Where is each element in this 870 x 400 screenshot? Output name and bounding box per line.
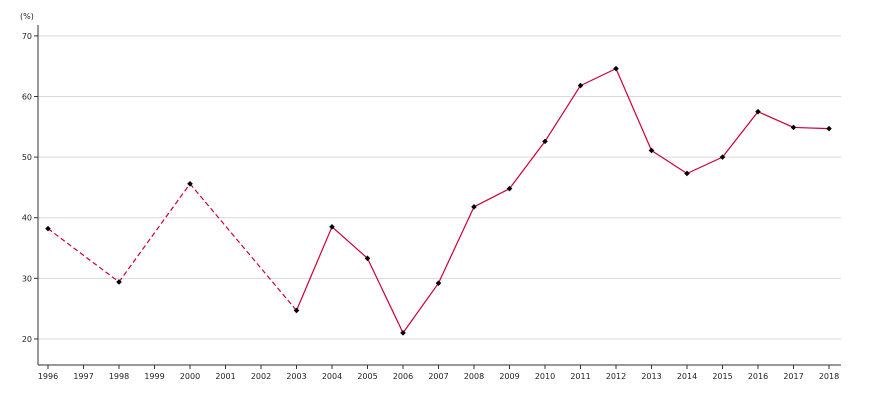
series-line (47, 68, 830, 334)
x-tick-label-2010: 2010 (535, 372, 555, 381)
line-segment-2009-2010 (509, 141, 546, 189)
line-segment-2006-2007 (402, 282, 439, 334)
y-tick-label-70: 70 (22, 32, 32, 41)
data-point-2018 (826, 125, 832, 132)
x-tick-label-2012: 2012 (606, 372, 626, 381)
x-tick-label-2013: 2013 (641, 372, 661, 381)
data-point-2005 (364, 255, 371, 262)
y-tick-label-20: 20 (22, 335, 32, 344)
y-tick-label-30: 30 (22, 274, 32, 283)
y-tick-label-60: 60 (22, 93, 32, 102)
line-segment-2014-2015 (686, 156, 723, 175)
data-point-2012 (613, 65, 619, 72)
line-segment-2003-2004 (295, 226, 333, 311)
x-tick-label-2011: 2011 (570, 372, 590, 381)
line-segment-1996-1998 (47, 228, 120, 283)
data-point-2006 (400, 330, 406, 336)
data-point-2010 (542, 138, 548, 145)
x-tick-label-2014: 2014 (677, 372, 697, 381)
data-point-2009 (506, 185, 513, 192)
x-tick-label-2006: 2006 (393, 372, 413, 381)
x-tick-label-2009: 2009 (499, 372, 519, 381)
axes (37, 25, 841, 366)
x-tick-label-2018: 2018 (819, 372, 839, 381)
x-tick-label-2004: 2004 (322, 372, 342, 381)
data-point-2004 (329, 224, 335, 230)
data-point-2011 (577, 82, 584, 89)
line-segment-2016-2017 (757, 111, 794, 128)
x-tick-label-2007: 2007 (428, 372, 448, 381)
data-point-1998 (116, 279, 122, 285)
data-point-2015 (719, 154, 726, 160)
x-tick-label-2016: 2016 (748, 372, 768, 381)
x-tick-label-2002: 2002 (251, 372, 271, 381)
data-point-2003 (293, 307, 300, 314)
line-segment-2012-2013 (615, 68, 653, 151)
x-tick-label-2003: 2003 (286, 372, 306, 381)
line-segment-2004-2005 (331, 226, 368, 259)
y-tick-label-50: 50 (22, 153, 32, 162)
gridlines (38, 35, 841, 340)
line-segment-2015-2016 (722, 111, 759, 158)
line-segment-2000-2003 (189, 183, 297, 311)
x-tick-label-2005: 2005 (357, 372, 377, 381)
line-segment-2013-2014 (651, 149, 688, 174)
y-unit-label: (%) (20, 12, 34, 21)
x-tick-label-2000: 2000 (180, 372, 200, 381)
line-segment-1998-2000 (118, 183, 191, 283)
x-tick-label-1997: 1997 (73, 372, 93, 381)
line-segment-2008-2009 (473, 188, 510, 208)
data-point-2016 (755, 108, 761, 115)
y-tick-label-40: 40 (22, 214, 32, 223)
data-point-2007 (435, 280, 442, 286)
data-point-2017 (790, 124, 797, 131)
line-segment-2011-2012 (580, 68, 617, 87)
y-axis-ticks: 20 30 40 50 60 70 (22, 32, 38, 344)
x-tick-label-2001: 2001 (215, 372, 235, 381)
x-tick-label-1998: 1998 (109, 372, 129, 381)
series-markers (45, 65, 832, 336)
x-axis-ticks: 1996 1997 1998 1999 2000 2001 2002 2003 2004 2005… (38, 365, 839, 381)
data-point-1996 (45, 225, 51, 232)
line-segment-2010-2011 (544, 85, 582, 142)
x-tick-label-2017: 2017 (783, 372, 803, 381)
data-point-2014 (684, 170, 690, 177)
data-point-2013 (648, 147, 655, 154)
line-segment-2017-2018 (793, 126, 830, 130)
line-segment-2007-2008 (437, 206, 475, 284)
line-segment-2005-2006 (366, 258, 404, 334)
data-point-2008 (471, 204, 477, 210)
x-tick-label-2015: 2015 (712, 372, 732, 381)
x-tick-label-2008: 2008 (464, 372, 484, 381)
x-tick-label-1996: 1996 (38, 372, 58, 381)
x-tick-label-1999: 1999 (144, 372, 164, 381)
data-point-2000 (187, 180, 193, 187)
